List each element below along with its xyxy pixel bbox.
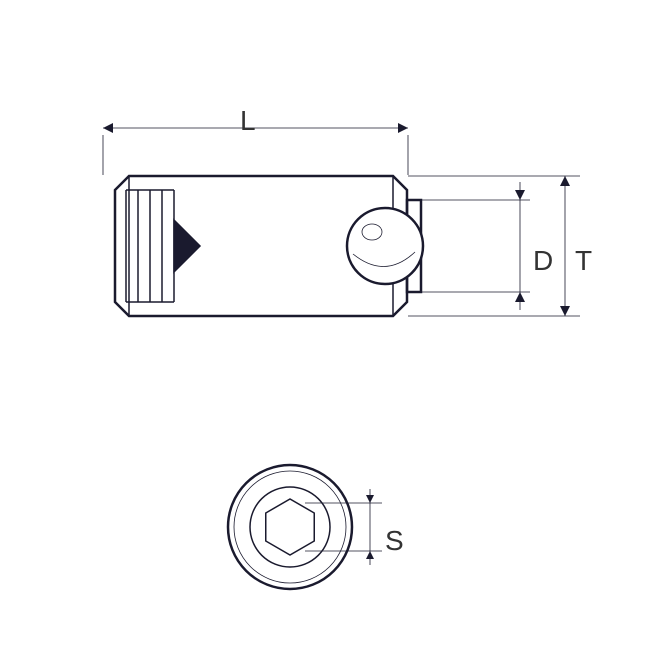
technical-drawing	[0, 0, 670, 670]
label-S: S	[385, 525, 404, 557]
label-D: D	[533, 245, 553, 277]
label-L: L	[240, 105, 256, 137]
label-T: T	[575, 245, 592, 277]
